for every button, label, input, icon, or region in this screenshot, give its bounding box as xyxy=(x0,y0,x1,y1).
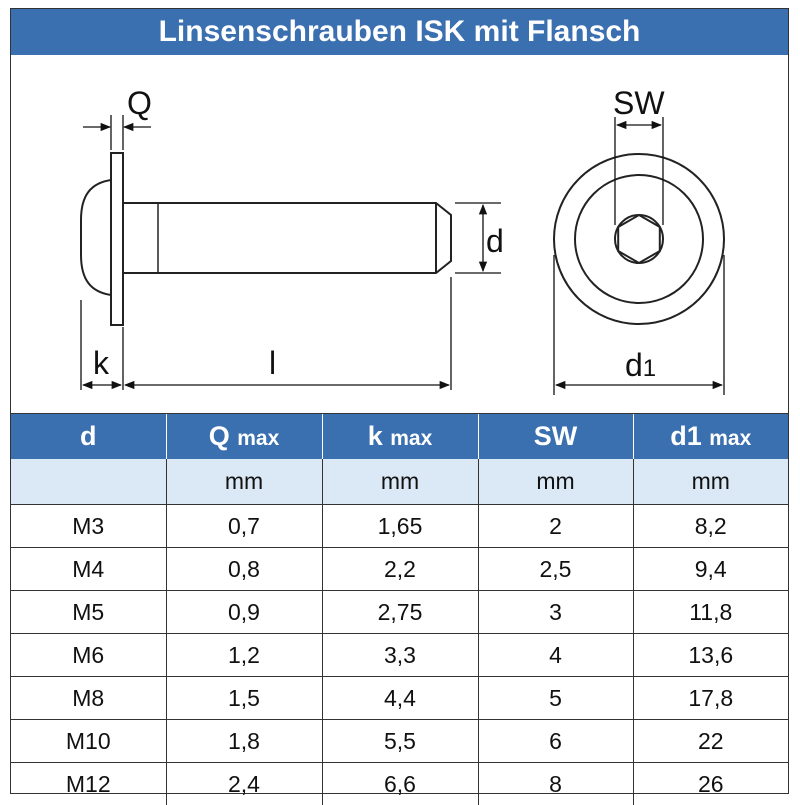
table-cell: 2,2 xyxy=(322,548,478,591)
l-dimension-label: l xyxy=(269,347,276,379)
page-title: Linsenschrauben ISK mit Flansch xyxy=(11,9,788,55)
table-cell: 2,75 xyxy=(322,591,478,634)
header-k-max: k max xyxy=(322,414,478,459)
table-cell: 2,5 xyxy=(478,548,633,591)
table-cell: 11,8 xyxy=(633,591,788,634)
table-cell: 26 xyxy=(633,763,788,805)
unit-cell: mm xyxy=(478,459,633,505)
table-cell: 13,6 xyxy=(633,634,788,677)
unit-cell xyxy=(11,459,166,505)
table-cell: 0,8 xyxy=(166,548,322,591)
unit-cell: mm xyxy=(322,459,478,505)
table-cell: 2 xyxy=(478,505,633,548)
table-cell: 22 xyxy=(633,720,788,763)
table-cell: 1,8 xyxy=(166,720,322,763)
table-cell: 0,7 xyxy=(166,505,322,548)
table-cell: 4,4 xyxy=(322,677,478,720)
d-dimension-label: d xyxy=(486,225,504,257)
table-cell: 2,4 xyxy=(166,763,322,805)
unit-cell: mm xyxy=(633,459,788,505)
table-cell: 17,8 xyxy=(633,677,788,720)
table-cell: M3 xyxy=(11,505,166,548)
dimension-lines xyxy=(81,115,501,390)
table-cell: 9,4 xyxy=(633,548,788,591)
table-cell: 1,65 xyxy=(322,505,478,548)
sw-dimension-label: SW xyxy=(613,87,665,119)
table-cell: 8,2 xyxy=(633,505,788,548)
table-cell: 1,2 xyxy=(166,634,322,677)
table-cell: M6 xyxy=(11,634,166,677)
table-cell: 5,5 xyxy=(322,720,478,763)
d1-dimension-label: d1 xyxy=(625,349,656,381)
header-q-max: Q max xyxy=(166,414,322,459)
table-cell: M4 xyxy=(11,548,166,591)
screw-top-view xyxy=(554,154,724,324)
table-cell: M5 xyxy=(11,591,166,634)
table-cell: 6 xyxy=(478,720,633,763)
table-cell: M8 xyxy=(11,677,166,720)
header-sw: SW xyxy=(478,414,633,459)
table-cell: 4 xyxy=(478,634,633,677)
unit-cell: mm xyxy=(166,459,322,505)
datasheet-frame: Linsenschrauben ISK mit Flansch xyxy=(10,8,789,794)
unit-row: mm mm mm mm xyxy=(11,459,788,505)
table-cell: 3,3 xyxy=(322,634,478,677)
table-cell: M12 xyxy=(11,763,166,805)
table-cell: 0,9 xyxy=(166,591,322,634)
table-cell: 6,6 xyxy=(322,763,478,805)
q-dimension-label: Q xyxy=(127,87,152,119)
screw-side-view xyxy=(81,153,451,325)
table-cell: 8 xyxy=(478,763,633,805)
header-d: d xyxy=(11,414,166,459)
table-header-row: d Q max k max SW d1 max xyxy=(11,414,788,459)
table-cell: 1,5 xyxy=(166,677,322,720)
k-dimension-label: k xyxy=(93,347,109,379)
table-cell: 3 xyxy=(478,591,633,634)
header-d1-max: d1 max xyxy=(633,414,788,459)
table-cell: 5 xyxy=(478,677,633,720)
technical-drawing: Q SW d k l d1 xyxy=(11,55,788,414)
table-cell: M10 xyxy=(11,720,166,763)
